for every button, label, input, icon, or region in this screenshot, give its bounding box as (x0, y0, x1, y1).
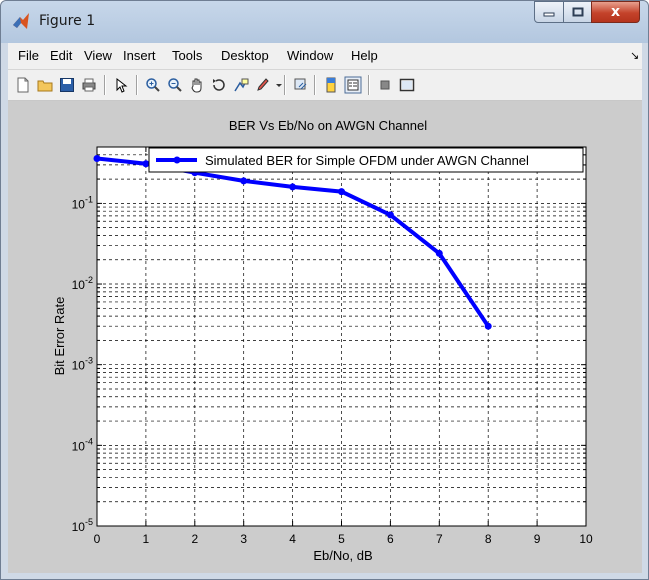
pan-hand-icon[interactable] (188, 76, 206, 94)
ber-data-point (240, 177, 248, 185)
y-axis-label: Bit Error Rate (52, 297, 67, 376)
save-icon[interactable] (58, 76, 76, 94)
toolbar-separator (314, 75, 316, 95)
brush-dropdown-icon[interactable] (270, 76, 288, 94)
minimize-button[interactable] (534, 1, 564, 23)
hide-plot-tools-icon[interactable] (376, 76, 394, 94)
rotate-3d-icon[interactable] (210, 76, 228, 94)
x-tick-label: 1 (143, 532, 150, 546)
title-bar[interactable]: Figure 1 x (1, 1, 648, 43)
window-title: Figure 1 (39, 13, 96, 29)
menu-edit[interactable]: Edit (50, 48, 73, 63)
legend-entry-label: Simulated BER for Simple OFDM under AWGN… (205, 153, 529, 168)
legend-icon[interactable] (344, 76, 362, 94)
brush-icon[interactable] (254, 76, 272, 94)
ber-data-point (93, 155, 101, 163)
plot-area (96, 146, 587, 527)
y-tick-label: 10-3 (72, 356, 93, 373)
x-axis-label: Eb/No, dB (313, 548, 372, 563)
x-tick-labels: 0 1 2 3 4 5 6 7 8 9 10 (94, 532, 593, 546)
x-tick-label: 0 (94, 532, 101, 546)
legend-marker-sample (173, 156, 181, 164)
ber-data-point (142, 160, 150, 168)
y-tick-label: 10-5 (72, 517, 93, 534)
ber-data-point (386, 211, 394, 219)
menu-help[interactable]: Help (351, 48, 378, 63)
menu-insert[interactable]: Insert (123, 48, 156, 63)
ber-data-point (289, 183, 297, 191)
y-tick-label: 10-4 (72, 436, 93, 453)
toolbar-separator (136, 75, 138, 95)
data-cursor-icon[interactable] (232, 76, 250, 94)
ber-data-point (484, 322, 492, 330)
pointer-icon[interactable] (112, 76, 130, 94)
minimize-icon (543, 12, 555, 17)
ber-chart[interactable]: BER Vs Eb/No on AWGN Channel 0 1 2 3 4 5 6 7 8 9 1… (8, 101, 642, 573)
x-tick-label: 3 (240, 532, 247, 546)
show-plot-tools-icon[interactable] (398, 76, 416, 94)
open-file-icon[interactable] (36, 76, 54, 94)
new-figure-icon[interactable] (14, 76, 32, 94)
menu-dock-arrow-icon[interactable]: ↘ (630, 49, 640, 62)
maximize-icon (572, 7, 583, 17)
x-tick-label: 4 (289, 532, 296, 546)
figure-toolbar (8, 70, 642, 101)
y-tick-label: 10-1 (72, 194, 93, 211)
menu-view[interactable]: View (84, 48, 112, 63)
link-plot-icon[interactable] (292, 76, 310, 94)
zoom-out-icon[interactable] (166, 76, 184, 94)
menu-bar: File Edit View Insert Tools Desktop Wind… (8, 43, 642, 70)
x-tick-label: 10 (579, 532, 593, 546)
menu-window[interactable]: Window (287, 48, 334, 63)
toolbar-separator (104, 75, 106, 95)
close-button[interactable]: x (591, 1, 640, 23)
toolbar-separator (284, 75, 286, 95)
colorbar-icon[interactable] (322, 76, 340, 94)
chart-title: BER Vs Eb/No on AWGN Channel (229, 118, 427, 133)
x-tick-label: 2 (191, 532, 198, 546)
close-icon: x (610, 4, 621, 20)
toolbar-separator (368, 75, 370, 95)
legend[interactable]: Simulated BER for Simple OFDM under AWGN… (148, 147, 584, 173)
x-tick-label: 9 (534, 532, 541, 546)
x-tick-label: 6 (387, 532, 394, 546)
ber-data-point (435, 249, 443, 257)
figure-canvas: BER Vs Eb/No on AWGN Channel 0 1 2 3 4 5 6 7 8 9 1… (8, 101, 642, 573)
maximize-button[interactable] (563, 1, 592, 23)
menu-tools[interactable]: Tools (172, 48, 203, 63)
x-tick-label: 5 (338, 532, 345, 546)
menu-desktop[interactable]: Desktop (221, 48, 269, 63)
y-tick-label: 10-2 (72, 275, 93, 292)
zoom-in-icon[interactable] (144, 76, 162, 94)
y-tick-labels: 10-5 10-4 10-3 10-2 10-1 (72, 194, 93, 534)
print-icon[interactable] (80, 76, 98, 94)
matlab-logo-icon (13, 13, 29, 29)
legend-box (148, 147, 584, 173)
x-tick-label: 7 (436, 532, 443, 546)
x-tick-label: 8 (485, 532, 492, 546)
ber-data-point (338, 188, 345, 196)
menu-file[interactable]: File (18, 48, 39, 63)
